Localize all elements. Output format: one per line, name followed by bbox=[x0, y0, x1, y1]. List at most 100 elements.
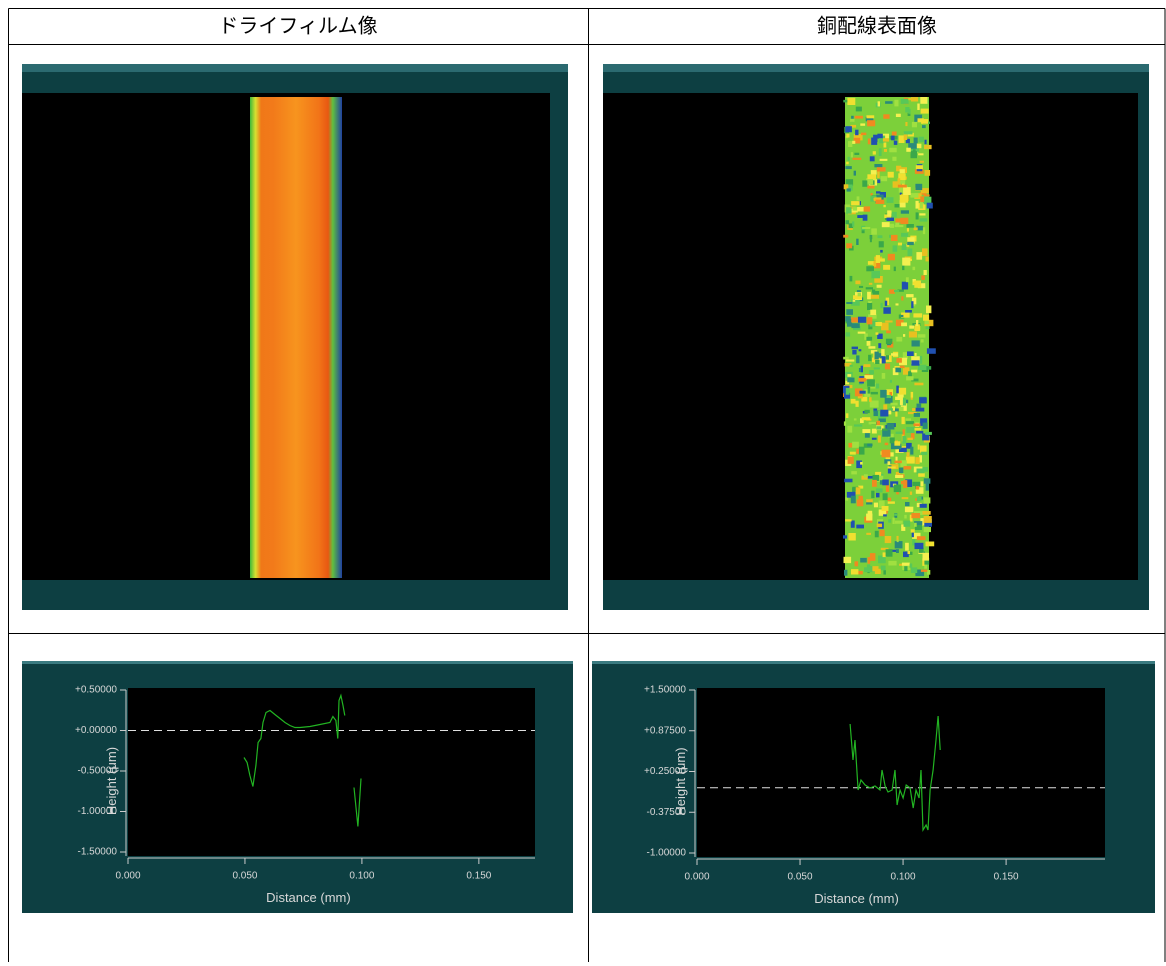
speckle bbox=[852, 350, 856, 355]
speckle bbox=[879, 148, 882, 156]
speckle bbox=[882, 373, 886, 379]
speckle bbox=[895, 475, 903, 478]
speckle bbox=[872, 429, 877, 434]
speckle bbox=[882, 356, 886, 363]
speckle bbox=[922, 511, 931, 515]
speckle bbox=[926, 306, 931, 314]
speckle bbox=[858, 332, 866, 334]
speckle bbox=[855, 130, 858, 136]
speckle bbox=[892, 550, 896, 552]
speckle bbox=[900, 169, 905, 173]
speckle bbox=[925, 170, 931, 176]
speckle bbox=[864, 474, 868, 477]
speckle bbox=[896, 358, 902, 363]
speckle bbox=[919, 213, 925, 215]
speckle bbox=[869, 397, 872, 402]
speckle bbox=[902, 497, 909, 499]
speckle bbox=[923, 553, 930, 561]
speckle bbox=[924, 194, 930, 196]
y-tick-label: +0.87500 bbox=[644, 725, 686, 736]
speckle bbox=[864, 206, 871, 211]
speckle bbox=[846, 360, 855, 362]
speckle bbox=[848, 141, 852, 147]
speckle bbox=[888, 172, 894, 178]
speckle bbox=[878, 343, 881, 348]
speckle bbox=[857, 215, 864, 218]
speckle bbox=[890, 380, 892, 383]
speckle bbox=[921, 339, 924, 342]
speckle bbox=[871, 228, 877, 234]
speckle bbox=[867, 379, 875, 386]
speckle bbox=[907, 351, 914, 356]
speckle bbox=[900, 218, 908, 224]
height-map-image bbox=[603, 64, 1149, 610]
speckle bbox=[894, 441, 900, 445]
speckle bbox=[853, 207, 858, 211]
speckle bbox=[904, 515, 906, 519]
speckle bbox=[851, 471, 857, 474]
speckle bbox=[914, 423, 921, 426]
speckle bbox=[910, 492, 912, 495]
speckle bbox=[848, 533, 855, 541]
speckle bbox=[867, 186, 874, 189]
speckle bbox=[873, 151, 876, 154]
speckle bbox=[905, 122, 907, 126]
speckle bbox=[847, 374, 851, 377]
speckle bbox=[877, 134, 882, 139]
speckle bbox=[870, 156, 875, 161]
film-stripe bbox=[250, 97, 342, 578]
speckle bbox=[882, 222, 890, 227]
speckle bbox=[918, 445, 920, 450]
speckle bbox=[896, 549, 899, 553]
speckle bbox=[901, 527, 905, 531]
speckle bbox=[895, 225, 904, 227]
speckle bbox=[864, 364, 871, 367]
speckle bbox=[891, 235, 898, 241]
speckle bbox=[911, 392, 913, 398]
speckle bbox=[867, 303, 872, 310]
speckle bbox=[913, 149, 916, 157]
y-tick-label: +0.50000 bbox=[75, 685, 117, 696]
speckle bbox=[900, 398, 903, 406]
y-tick-label: -1.00000 bbox=[647, 848, 687, 859]
speckle bbox=[906, 224, 914, 228]
speckle bbox=[920, 446, 927, 453]
speckle bbox=[925, 140, 927, 145]
speckle bbox=[870, 235, 872, 242]
speckle bbox=[910, 447, 913, 455]
speckle bbox=[889, 148, 896, 153]
speckle bbox=[906, 421, 914, 424]
speckle bbox=[914, 228, 918, 231]
speckle bbox=[887, 197, 894, 203]
speckle bbox=[908, 109, 910, 114]
speckle bbox=[922, 125, 926, 128]
speckle bbox=[922, 248, 928, 256]
y-tick-label: +0.00000 bbox=[75, 725, 117, 736]
speckle bbox=[891, 403, 898, 406]
speckle bbox=[867, 292, 871, 300]
speckle bbox=[901, 315, 904, 317]
speckle bbox=[894, 461, 901, 464]
speckle bbox=[876, 493, 880, 498]
speckle bbox=[924, 270, 927, 275]
speckle bbox=[918, 153, 923, 155]
speckle bbox=[847, 188, 851, 191]
speckle bbox=[903, 334, 905, 337]
speckle bbox=[851, 152, 853, 157]
speckle bbox=[846, 207, 852, 214]
speckle bbox=[862, 429, 870, 433]
speckle bbox=[876, 332, 879, 334]
speckle bbox=[911, 513, 920, 518]
speckle bbox=[923, 423, 928, 429]
speckle bbox=[886, 330, 891, 333]
speckle bbox=[856, 487, 861, 494]
speckle bbox=[894, 267, 896, 272]
speckle bbox=[850, 276, 853, 282]
speckle bbox=[847, 98, 855, 105]
speckle bbox=[905, 418, 911, 420]
speckle bbox=[852, 347, 858, 350]
speckle bbox=[864, 375, 873, 379]
speckle bbox=[877, 524, 882, 528]
speckle bbox=[926, 542, 935, 547]
speckle bbox=[880, 390, 887, 398]
